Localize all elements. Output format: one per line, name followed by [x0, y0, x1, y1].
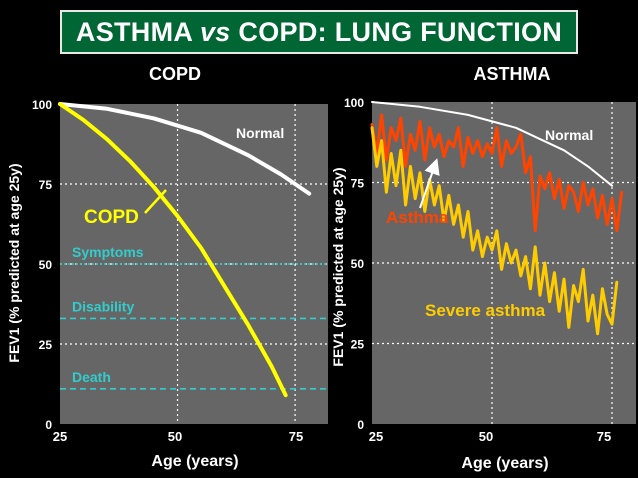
asthma-x-axis-label: Age (years) [461, 455, 548, 472]
copd-x-axis-label: Age (years) [151, 453, 238, 470]
asthma-label-arrow [419, 158, 440, 209]
asthma-x-tick-25: 25 [369, 429, 383, 444]
page-title-text: ASTHMA vs COPD: LUNG FUNCTION [75, 16, 563, 47]
asthma-chart-title: ASTHMA [474, 64, 551, 84]
asthma-y-tick-25: 25 [351, 338, 365, 352]
asthma-chart: ASTHMA 0 25 50 75 100 25 50 75 Age (years) FEV1… [330, 64, 636, 472]
page-title: ASTHMA vs COPD: LUNG FUNCTION [60, 10, 578, 54]
copd-series-normal [58, 102, 312, 196]
copd-y-tick-25: 25 [39, 338, 53, 352]
copd-x-tick-25: 25 [53, 429, 67, 444]
copd-y-tick-100: 100 [32, 98, 52, 112]
asthma-series-label: Asthma [386, 208, 449, 227]
copd-x-tick-75: 75 [289, 429, 303, 444]
asthma-y-tick-75: 75 [351, 177, 365, 191]
copd-x-tick-50: 50 [168, 429, 182, 444]
copd-y-axis-label: FEV1 (% predicted at age 25y) [6, 163, 22, 362]
asthma-series-asthma [370, 113, 624, 233]
asthma-y-axis-label: FEV1 (% predicted at age 25y) [330, 167, 346, 366]
asthma-x-tick-75: 75 [597, 429, 611, 444]
severe-asthma-series-label: Severe asthma [425, 301, 546, 320]
copd-series-copd [58, 102, 288, 398]
copd-y-tick-50: 50 [39, 258, 53, 272]
copd-label-arrow [144, 189, 167, 214]
asthma-x-tick-50: 50 [479, 429, 493, 444]
copd-y-tick-0: 0 [45, 418, 52, 432]
asthma-y-tick-0: 0 [357, 418, 364, 432]
threshold-label-death: Death [72, 369, 111, 385]
threshold-label-disability: Disability [72, 298, 134, 314]
copd-series-label: COPD [84, 207, 139, 228]
copd-chart-title: COPD [149, 64, 201, 84]
copd-normal-label: Normal [236, 125, 284, 141]
copd-y-tick-75: 75 [39, 178, 53, 192]
asthma-normal-label: Normal [545, 127, 593, 143]
asthma-series-normal [371, 101, 613, 187]
asthma-y-tick-100: 100 [344, 96, 364, 110]
asthma-y-tick-50: 50 [351, 257, 365, 271]
threshold-label-symptoms: Symptoms [72, 244, 144, 260]
asthma-series-severe-asthma [370, 126, 619, 336]
